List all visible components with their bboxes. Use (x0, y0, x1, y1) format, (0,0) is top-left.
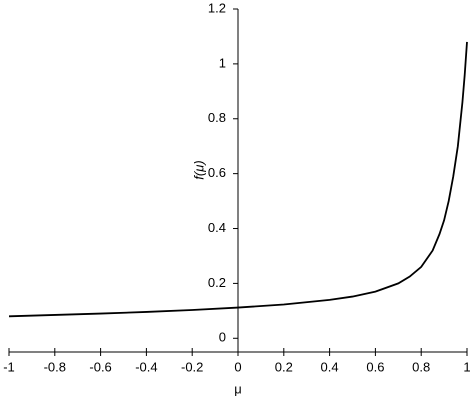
x-tick-label: 0.6 (366, 359, 384, 374)
y-tick-label: 0 (219, 330, 226, 345)
x-tick-label: -0.8 (44, 359, 66, 374)
x-tick-label: 0.4 (321, 359, 339, 374)
y-tick-label: 0.4 (208, 220, 226, 235)
x-tick-label: -0.4 (135, 359, 157, 374)
data-line (8, 41, 468, 318)
x-tick-label: 0.8 (412, 359, 430, 374)
x-tick-label: 1 (463, 359, 470, 374)
x-tick-label: 0.2 (275, 359, 293, 374)
x-tick-label: -1 (3, 359, 15, 374)
x-tick-label: -0.2 (181, 359, 203, 374)
y-tick-label: 0.8 (208, 110, 226, 125)
x-axis-label: μ (234, 381, 242, 396)
y-tick-label: 1.2 (208, 0, 226, 15)
x-tick-label: 0 (234, 359, 241, 374)
y-tick-label: 0.6 (208, 165, 226, 180)
y-tick-label: 0.2 (208, 275, 226, 290)
y-axis-label: f(μ) (191, 160, 206, 179)
y-tick-label: 1 (219, 55, 226, 70)
x-tick-label: -0.6 (89, 359, 111, 374)
